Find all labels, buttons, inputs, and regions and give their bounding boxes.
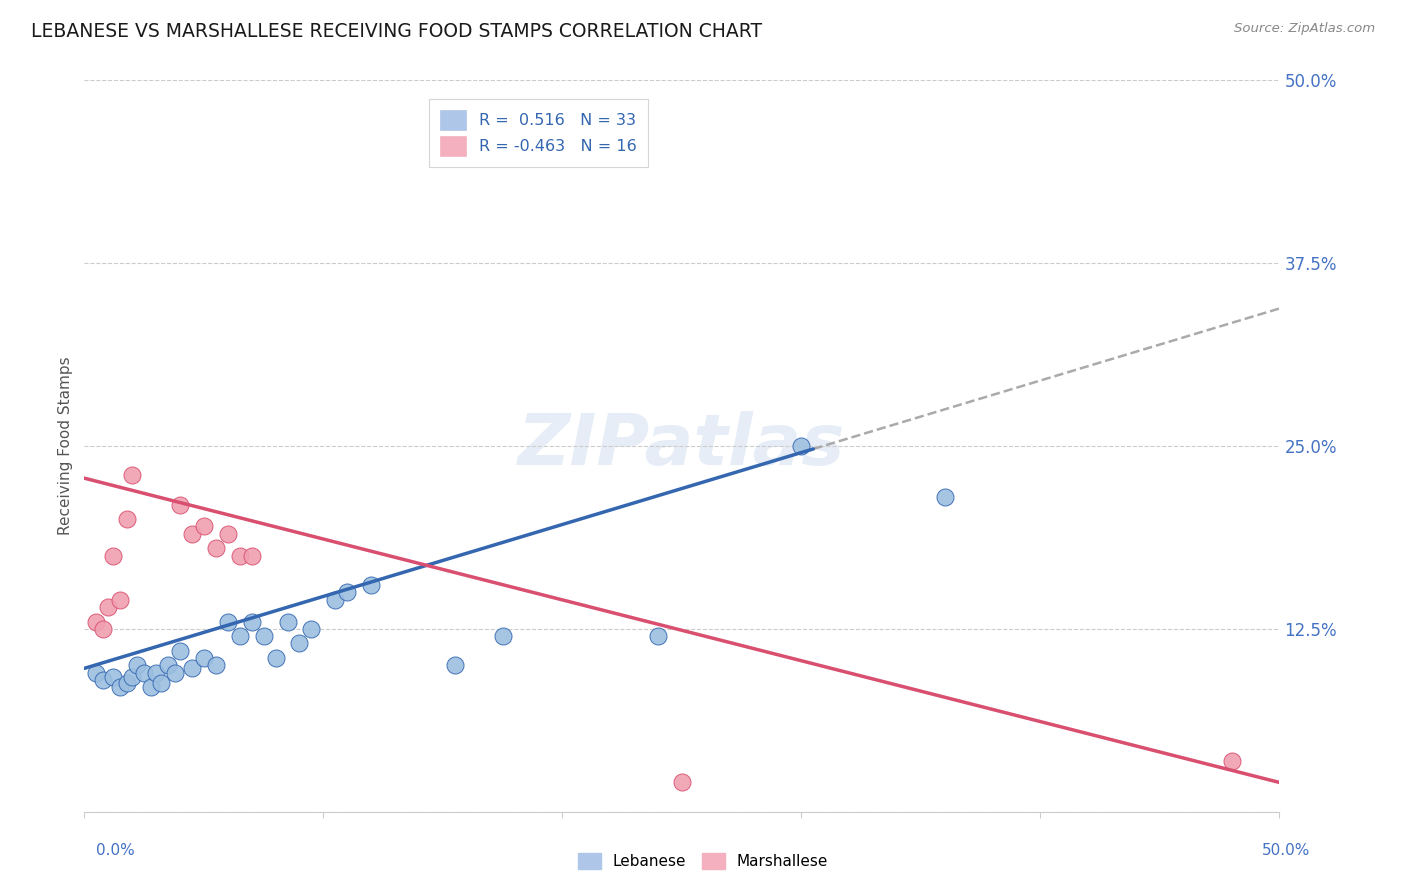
Point: [121, 670, 143, 684]
Text: Source: ZipAtlas.com: Source: ZipAtlas.com: [1234, 22, 1375, 36]
Point: [301, 622, 323, 636]
Point: [492, 629, 515, 643]
Point: [240, 549, 263, 563]
Point: [444, 658, 467, 673]
Point: [217, 526, 239, 541]
Point: [149, 676, 172, 690]
Point: [117, 512, 139, 526]
Point: [110, 681, 132, 695]
Point: [93, 622, 115, 636]
Point: [193, 651, 215, 665]
Point: [132, 665, 156, 680]
Point: [264, 651, 287, 665]
Point: [647, 629, 669, 643]
Point: [205, 658, 228, 673]
Point: [101, 670, 124, 684]
Text: ZIPatlas: ZIPatlas: [519, 411, 845, 481]
Point: [101, 549, 124, 563]
Point: [121, 468, 143, 483]
Point: [790, 439, 813, 453]
Point: [336, 585, 359, 599]
Text: LEBANESE VS MARSHALLESE RECEIVING FOOD STAMPS CORRELATION CHART: LEBANESE VS MARSHALLESE RECEIVING FOOD S…: [31, 22, 762, 41]
Point: [253, 629, 276, 643]
Point: [229, 549, 252, 563]
Text: 0.0%: 0.0%: [96, 843, 135, 858]
Point: [165, 665, 187, 680]
Legend: Lebanese, Marshallese: Lebanese, Marshallese: [572, 847, 834, 875]
Point: [169, 498, 191, 512]
Point: [117, 676, 139, 690]
Point: [145, 665, 167, 680]
Point: [86, 665, 108, 680]
Point: [205, 541, 228, 556]
Point: [110, 592, 132, 607]
Point: [93, 673, 115, 687]
Point: [169, 644, 191, 658]
Point: [360, 578, 382, 592]
Point: [240, 615, 263, 629]
Point: [277, 615, 299, 629]
Point: [141, 681, 163, 695]
Point: [325, 592, 347, 607]
Point: [86, 615, 108, 629]
Point: [181, 526, 204, 541]
Point: [229, 629, 252, 643]
Legend: R =  0.516   N = 33, R = -0.463   N = 16: R = 0.516 N = 33, R = -0.463 N = 16: [429, 99, 648, 167]
Point: [157, 658, 180, 673]
Text: 50.0%: 50.0%: [1263, 843, 1310, 858]
Point: [97, 599, 120, 614]
Point: [217, 615, 239, 629]
Y-axis label: Receiving Food Stamps: Receiving Food Stamps: [58, 357, 73, 535]
Point: [671, 775, 693, 789]
Point: [193, 519, 215, 533]
Point: [125, 658, 148, 673]
Point: [288, 636, 311, 650]
Point: [934, 490, 956, 504]
Point: [181, 661, 204, 675]
Point: [1220, 754, 1243, 768]
